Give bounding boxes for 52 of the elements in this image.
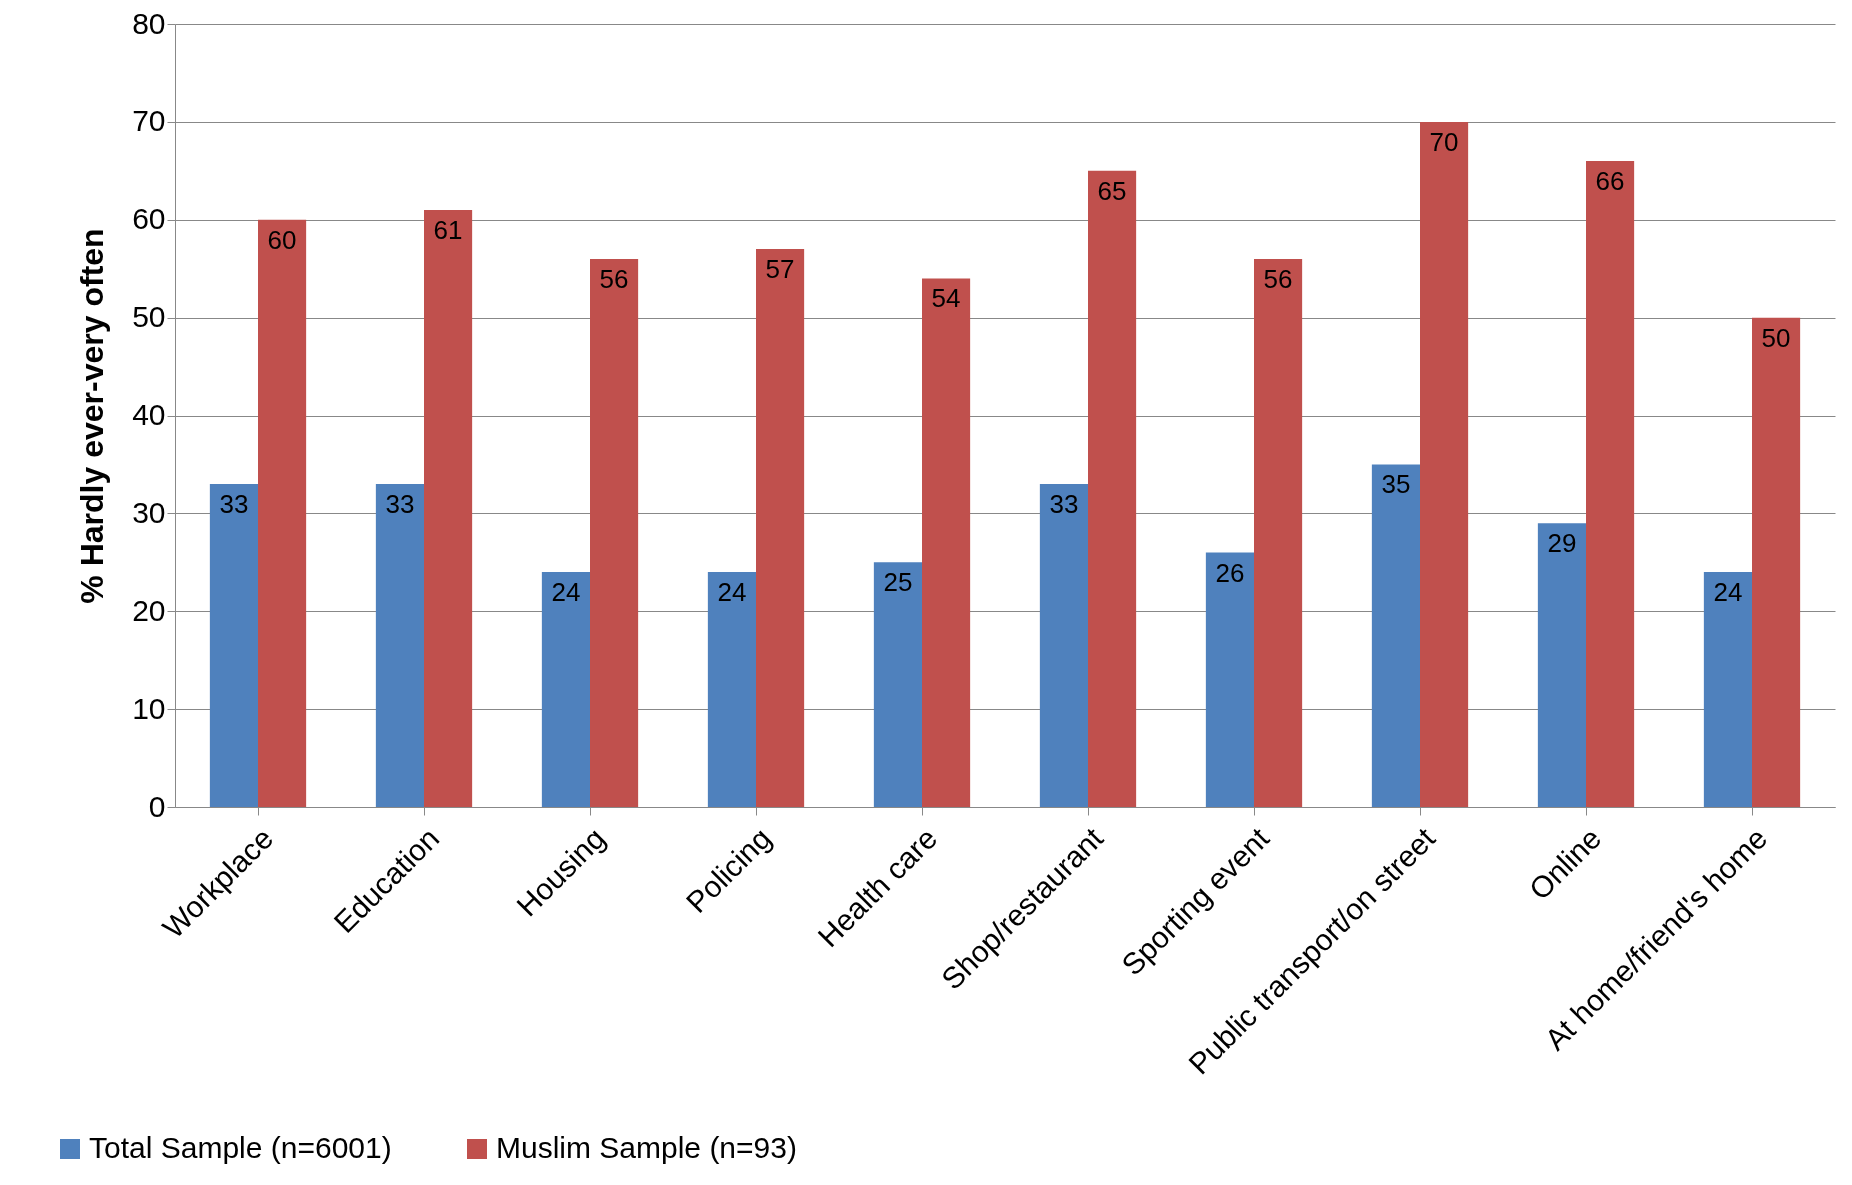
- bar: [1537, 523, 1586, 807]
- y-tick-label: 40: [132, 398, 166, 431]
- bar: [209, 484, 258, 807]
- y-tick-label: 60: [132, 202, 166, 236]
- bar: [541, 572, 590, 807]
- data-label: 24: [717, 577, 747, 608]
- data-label: 29: [1547, 528, 1577, 559]
- bar: [424, 209, 473, 807]
- data-label: 57: [765, 254, 795, 285]
- legend-label: Total Sample (n=6001): [89, 1131, 392, 1164]
- data-label: 33: [385, 489, 415, 520]
- y-tick-label: 80: [132, 6, 166, 40]
- y-tick-label: 0: [148, 789, 166, 823]
- y-tick-label: 20: [132, 593, 166, 627]
- data-label: 33: [1049, 489, 1079, 520]
- bar: [375, 484, 424, 807]
- data-label: 24: [1713, 577, 1743, 608]
- bar: [1586, 161, 1635, 807]
- data-label: 33: [219, 489, 249, 520]
- data-label: 65: [1097, 175, 1127, 206]
- y-tick-label: 70: [132, 104, 166, 138]
- data-label: 24: [551, 577, 581, 608]
- bar: [873, 562, 922, 807]
- y-tick-label: 30: [132, 495, 166, 529]
- data-label: 60: [267, 224, 297, 255]
- bar: [1088, 170, 1137, 807]
- bar: [756, 249, 805, 807]
- data-label: 66: [1595, 166, 1625, 197]
- data-label: 25: [883, 567, 913, 598]
- legend-label: Muslim Sample (n=93): [496, 1131, 797, 1164]
- y-axis-title: % Hardly ever-very often: [74, 228, 111, 604]
- y-tick-label: 10: [132, 691, 166, 725]
- bar: [922, 278, 971, 807]
- bar: [1752, 317, 1801, 807]
- bar: [1254, 258, 1303, 807]
- y-tick-label: 50: [132, 300, 166, 334]
- bar: [1420, 121, 1469, 807]
- data-label: 70: [1429, 126, 1459, 157]
- data-label: 26: [1215, 557, 1245, 588]
- bar: [1205, 552, 1254, 807]
- bar: [1371, 464, 1420, 807]
- bar: [707, 572, 756, 807]
- data-label: 54: [931, 283, 961, 314]
- bar: [1039, 484, 1088, 807]
- data-label: 61: [433, 214, 463, 245]
- data-label: 35: [1381, 469, 1411, 500]
- data-label: 56: [599, 263, 629, 294]
- data-label: 56: [1263, 263, 1293, 294]
- bar: [1703, 572, 1752, 807]
- bar: [590, 258, 639, 807]
- bar: [258, 219, 307, 807]
- data-label: 50: [1761, 322, 1791, 353]
